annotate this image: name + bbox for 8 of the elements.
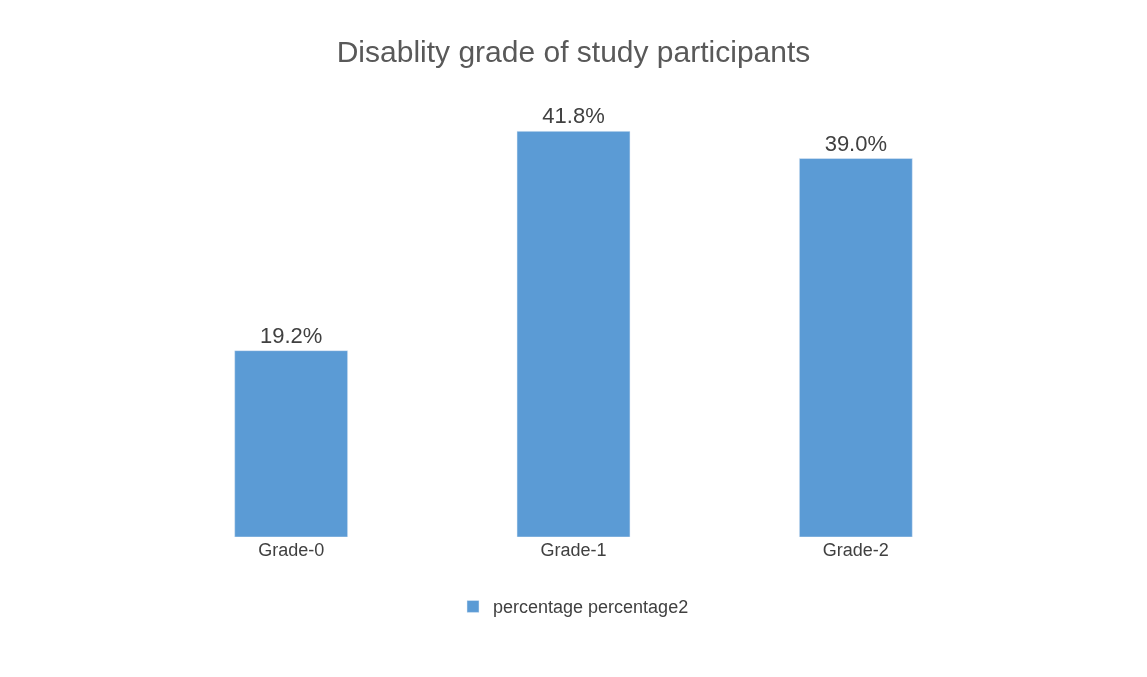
data-label: 39.0% xyxy=(824,130,888,156)
data-label: 19.2% xyxy=(259,322,323,348)
data-label: 41.8% xyxy=(542,103,605,129)
x-tick-label: Grade-0 xyxy=(258,540,325,560)
chart-title: Disablity grade of study participants xyxy=(336,34,811,68)
legend-label: percentage percentage2 xyxy=(493,597,689,618)
x-tick-label: Grade-1 xyxy=(540,540,607,560)
x-tick-label: Grade-2 xyxy=(822,540,889,560)
